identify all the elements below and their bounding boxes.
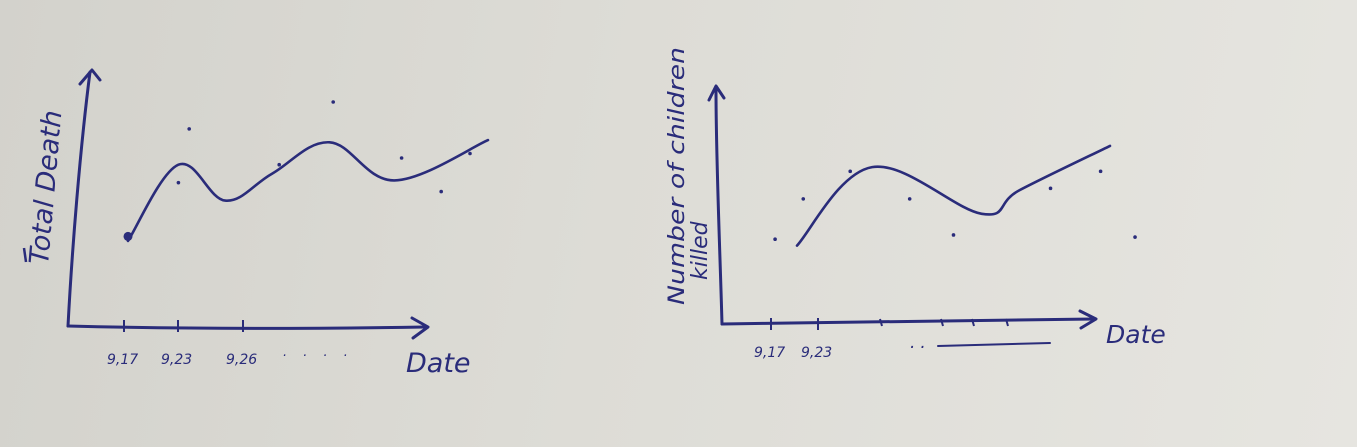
y-axis-arrow	[707, 84, 726, 102]
x-tick-mark	[879, 318, 883, 327]
x-axis-arrow	[1078, 309, 1098, 330]
data-point	[1098, 169, 1103, 174]
data-point	[951, 233, 956, 237]
x-tick-label: 9,17	[754, 345, 785, 361]
x-axis-ellipsis: . . . .	[283, 345, 354, 360]
data-point	[123, 231, 133, 241]
data-point	[399, 156, 404, 160]
x-tick-mark	[971, 318, 975, 327]
y-axis-label-line-1: Number of children	[665, 47, 690, 305]
data-point	[848, 169, 853, 174]
data-point	[1133, 235, 1137, 239]
y-axis-line	[714, 88, 724, 326]
data-point	[331, 100, 336, 104]
data-point	[801, 197, 806, 201]
series-line	[795, 144, 1112, 247]
series-line	[126, 138, 490, 243]
y-axis-arrow	[78, 68, 102, 86]
x-axis-continuation	[937, 342, 1051, 347]
data-point	[176, 180, 181, 185]
x-axis-line	[720, 317, 1096, 326]
data-point	[468, 151, 472, 156]
y-axis-label: Total Death	[24, 109, 68, 266]
data-point	[773, 237, 777, 241]
x-tick-label: 9,23	[161, 352, 192, 368]
x-tick-mark	[1005, 318, 1009, 327]
data-point	[187, 127, 191, 131]
x-tick-label: 9,17	[107, 352, 138, 368]
chart-total-death: Total Death Date . . . . 9,17 9,23 9,26	[22, 68, 490, 379]
x-axis-line	[66, 324, 426, 330]
x-tick-label: 9,23	[801, 345, 832, 361]
data-point	[439, 189, 444, 194]
data-point	[1048, 186, 1053, 191]
y-axis-label-line-2: killed	[688, 220, 713, 280]
y-axis-line	[66, 70, 92, 328]
y-axis-label: Number of children killed	[665, 47, 713, 305]
data-point	[277, 162, 282, 167]
x-axis-label: Date	[1106, 320, 1166, 349]
data-point	[907, 197, 912, 201]
x-axis-label: Date	[406, 348, 471, 379]
x-tick-label: 9,26	[226, 352, 257, 368]
chart-children-killed: .. Number of children killed Date 9,17 9,…	[665, 47, 1166, 361]
x-axis-arrow	[410, 316, 430, 340]
x-tick-mark	[940, 318, 944, 327]
x-axis-dots: ..	[910, 333, 931, 353]
title-overbar	[22, 247, 28, 263]
